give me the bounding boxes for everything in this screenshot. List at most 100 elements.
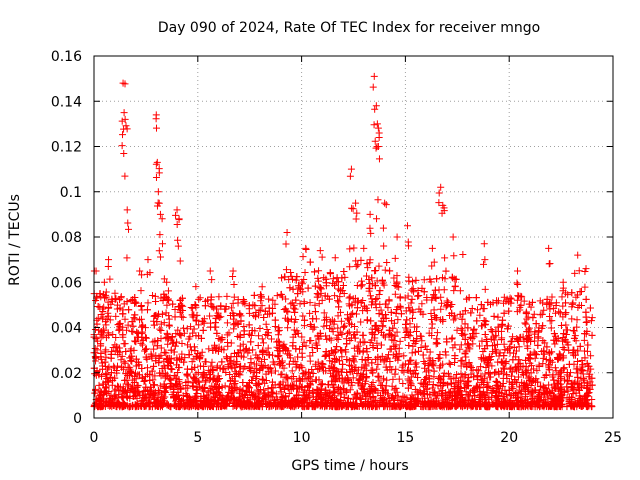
data-point xyxy=(555,350,563,358)
data-point xyxy=(366,292,374,300)
data-point xyxy=(290,372,298,380)
data-point xyxy=(149,376,157,384)
data-point xyxy=(452,379,460,387)
data-point xyxy=(450,383,458,391)
data-point xyxy=(519,371,527,379)
data-point xyxy=(104,378,112,386)
data-point xyxy=(430,388,438,396)
data-point xyxy=(209,366,217,374)
data-point xyxy=(535,363,543,371)
data-point xyxy=(131,369,139,377)
data-point xyxy=(547,324,555,332)
data-point xyxy=(483,336,491,344)
data-point xyxy=(565,360,573,368)
data-point xyxy=(230,358,238,366)
data-point xyxy=(470,373,478,381)
data-point xyxy=(416,332,424,340)
data-point xyxy=(375,327,383,335)
data-point xyxy=(465,358,473,366)
data-point xyxy=(344,394,352,402)
data-point xyxy=(178,350,186,358)
data-point xyxy=(260,386,268,394)
data-point xyxy=(221,305,229,313)
data-point xyxy=(414,396,422,404)
data-point xyxy=(490,312,498,320)
data-point xyxy=(535,328,543,336)
data-point xyxy=(346,368,354,376)
data-point xyxy=(192,397,200,405)
data-point xyxy=(558,386,566,394)
data-point xyxy=(311,301,319,309)
data-point xyxy=(480,305,488,313)
data-point xyxy=(222,353,230,361)
data-point xyxy=(127,296,135,304)
data-point xyxy=(520,297,528,305)
data-point xyxy=(346,361,354,369)
data-point xyxy=(425,329,433,337)
data-point xyxy=(174,368,182,376)
data-point xyxy=(356,394,364,402)
data-point xyxy=(353,370,361,378)
data-point xyxy=(171,313,179,321)
data-point xyxy=(464,340,472,348)
data-point xyxy=(104,309,112,317)
data-point xyxy=(281,273,289,281)
data-point xyxy=(199,326,207,334)
data-point xyxy=(418,337,426,345)
data-point xyxy=(101,348,109,356)
data-point xyxy=(219,401,227,409)
data-point xyxy=(421,342,429,350)
data-point xyxy=(471,391,479,399)
data-point xyxy=(196,355,204,363)
data-point xyxy=(122,376,130,384)
data-point xyxy=(585,373,593,381)
data-point xyxy=(315,376,323,384)
data-point xyxy=(540,306,548,314)
data-point xyxy=(240,327,248,335)
data-point xyxy=(362,304,370,312)
data-point xyxy=(309,369,317,377)
data-point xyxy=(103,375,111,383)
data-point xyxy=(208,401,216,409)
data-point xyxy=(306,373,314,381)
data-point xyxy=(239,386,247,394)
data-point xyxy=(285,276,293,284)
data-point xyxy=(306,381,314,389)
data-point xyxy=(461,320,469,328)
data-point xyxy=(390,336,398,344)
data-point xyxy=(298,349,306,357)
data-point xyxy=(555,308,563,316)
data-point xyxy=(116,348,124,356)
data-point xyxy=(245,346,253,354)
data-point xyxy=(255,355,263,363)
data-point xyxy=(351,391,359,399)
data-point xyxy=(539,322,547,330)
data-point xyxy=(150,321,158,329)
data-point xyxy=(438,392,446,400)
data-point xyxy=(494,313,502,321)
data-point xyxy=(185,403,193,411)
data-point xyxy=(392,365,400,373)
data-point xyxy=(545,357,553,365)
data-point xyxy=(305,393,313,401)
data-point xyxy=(477,396,485,404)
data-point xyxy=(387,308,395,316)
data-point xyxy=(397,304,405,312)
data-point xyxy=(175,364,183,372)
data-point xyxy=(392,384,400,392)
data-point xyxy=(325,295,333,303)
data-point xyxy=(208,303,216,311)
data-point xyxy=(109,330,117,338)
data-point xyxy=(230,325,238,333)
data-point xyxy=(112,312,120,320)
data-point xyxy=(214,372,222,380)
data-point xyxy=(354,261,362,269)
data-point xyxy=(344,329,352,337)
data-point xyxy=(131,311,139,319)
data-point xyxy=(393,272,401,280)
data-point xyxy=(409,308,417,316)
data-point xyxy=(379,387,387,395)
data-point xyxy=(236,310,244,318)
data-point xyxy=(580,347,588,355)
data-point xyxy=(224,363,232,371)
